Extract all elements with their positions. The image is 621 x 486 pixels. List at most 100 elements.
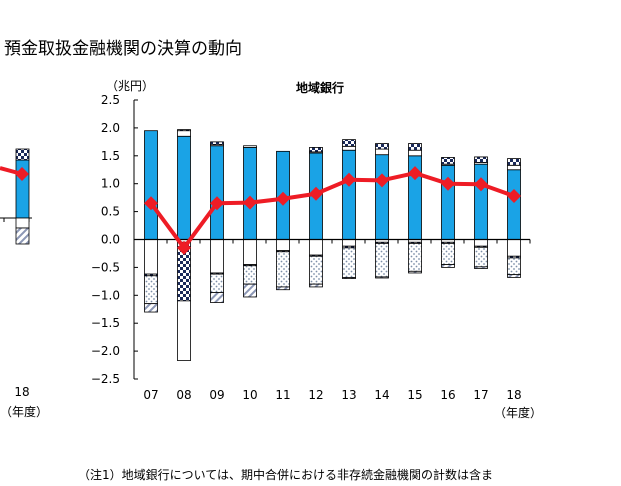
- y-tick-label: 0.5: [101, 205, 120, 219]
- y-tick-label: 2.0: [101, 121, 120, 135]
- y-tick-label: 0.0: [101, 233, 120, 247]
- bar-segment-dots: [342, 247, 356, 278]
- bar-segment-hatch: [441, 264, 455, 268]
- bar-segment-white: [144, 239, 158, 275]
- y-tick-label: −2.0: [91, 344, 120, 358]
- bar-segment-dots: [474, 246, 488, 268]
- line-point: [177, 240, 191, 255]
- x-tick-label: 11: [275, 388, 290, 402]
- bar-segment-blue: [474, 163, 488, 240]
- bar-segment-white: [474, 239, 488, 247]
- bar-segment-blue: [507, 169, 521, 240]
- y-tick-label: −1.0: [91, 288, 120, 302]
- bar-segment-hatch: [408, 270, 422, 274]
- bar-segment-dots: [507, 257, 521, 276]
- bar-segment-hatch: [276, 286, 290, 291]
- x-tick-label: 10: [242, 388, 257, 402]
- y-tick-label: 1.0: [101, 177, 120, 191]
- bar-segment-check: [375, 143, 389, 150]
- bar-segment-white: [342, 145, 356, 151]
- bar-segment-check: [507, 158, 521, 166]
- bar-segment-white: [210, 239, 224, 274]
- x-tick-label: 09: [209, 388, 224, 402]
- bar-segment-white: [276, 239, 290, 252]
- line-point: [243, 195, 257, 210]
- y-tick-label: −0.5: [91, 260, 120, 274]
- y-tick-label: −1.5: [91, 316, 120, 330]
- y-axis-ticks: 2.5 2.0 1.5 1.0 0.5 0.0 −0.5 −1.0 −1.5 −2.0 −2.5: [91, 93, 138, 386]
- x-tick-label: 14: [374, 388, 389, 402]
- page-title: 預金取扱金融機関の決算の動向: [4, 39, 242, 59]
- bar-segment-check: [309, 147, 323, 153]
- bar-segment-white: [177, 300, 191, 361]
- bar-segment-white: [342, 239, 356, 247]
- series-line: [144, 166, 521, 255]
- line-point: [441, 176, 455, 191]
- bar-segment-hatch: [243, 283, 257, 298]
- bar-segment-blue: [144, 130, 158, 240]
- y-unit-label: （兆円）: [106, 79, 154, 93]
- line-point: [276, 191, 290, 206]
- y-tick-label: −2.5: [91, 372, 120, 386]
- bar-segment-dots: [375, 243, 389, 278]
- left-panel-bar-top: [15, 148, 30, 161]
- x-axis-label: （年度）: [494, 405, 542, 420]
- line-point: [408, 166, 422, 181]
- x-tick-label: 16: [440, 388, 455, 402]
- bar-segment-check: [408, 143, 422, 151]
- bar-segment-blue: [342, 149, 356, 240]
- bar-segment-dots: [309, 255, 323, 285]
- bar-segment-white: [408, 149, 422, 157]
- bars: [144, 129, 521, 361]
- zero-axis: [133, 238, 531, 244]
- bar-segment-blue: [243, 147, 257, 240]
- footnote: （注1）地域銀行については、期中合併における非存続金融機関の計数は含ま: [78, 468, 494, 482]
- left-panel-bar-neg-white: [15, 217, 30, 229]
- line-point: [474, 177, 488, 192]
- chart-title: 地域銀行: [296, 80, 344, 95]
- bar-segment-white: [507, 239, 521, 257]
- bar-segment-dots: [144, 275, 158, 305]
- left-panel-category: 18: [14, 385, 29, 399]
- bar-segment-hatch: [507, 274, 521, 278]
- bar-segment-check: [177, 129, 191, 132]
- bar-segment-check: [474, 156, 488, 163]
- bar-segment-dots: [210, 273, 224, 293]
- bar-segment-blue: [375, 154, 389, 240]
- x-tick-label: 13: [341, 388, 356, 402]
- x-tick-label: 07: [143, 388, 158, 402]
- line-path: [149, 171, 515, 250]
- bar-segment-hatch: [375, 276, 389, 279]
- line-point: [144, 196, 158, 211]
- left-panel-bar-neg-hatch: [15, 227, 30, 245]
- x-tick-label: 08: [176, 388, 191, 402]
- left-panel-partial: 18 （年度）: [0, 148, 48, 419]
- bar-segment-dots: [441, 243, 455, 266]
- x-axis-labels: 07 08 09 10 11 12 13 14 15 16 17 18: [143, 388, 521, 402]
- bar-segment-hatch: [309, 283, 323, 288]
- line-point: [342, 172, 356, 187]
- bar-segment-white: [507, 164, 521, 171]
- line-point: [210, 196, 224, 211]
- bar-segment-white: [309, 239, 323, 256]
- bar-segment-check: [210, 141, 224, 146]
- bar-segment-hatch: [210, 292, 224, 303]
- bar-segment-blue: [441, 164, 455, 240]
- left-panel-year-label: （年度）: [0, 404, 48, 419]
- bar-segment-hatch: [144, 303, 158, 313]
- bar-segment-dots: [408, 243, 422, 272]
- bar-segment-white: [243, 239, 257, 266]
- line-point: [309, 186, 323, 201]
- x-tick-label: 18: [506, 388, 521, 402]
- bar-segment-blue: [210, 145, 224, 240]
- bar-segment-hatch: [342, 277, 356, 279]
- line-point: [507, 188, 521, 203]
- left-panel-line-marker: [15, 167, 29, 181]
- bar-segment-check: [342, 139, 356, 147]
- bar-segment-dots: [276, 251, 290, 288]
- bar-segment-white: [243, 145, 257, 148]
- bar-segment-dots: [243, 265, 257, 285]
- bar-segment-white: [177, 130, 191, 137]
- x-tick-label: 12: [308, 388, 323, 402]
